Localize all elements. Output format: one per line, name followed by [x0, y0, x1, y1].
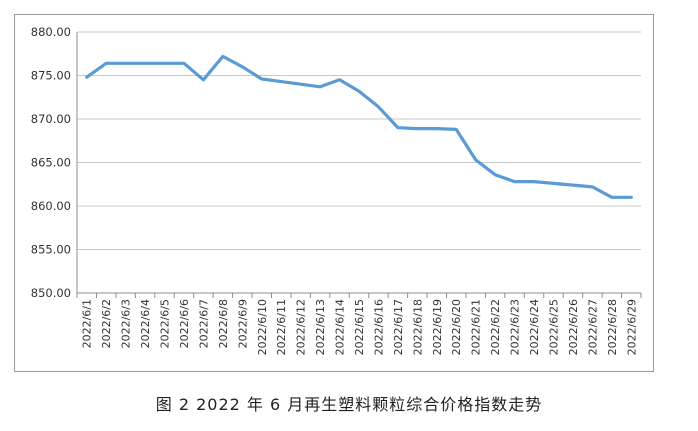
grid-layer [77, 31, 641, 294]
data-point [182, 62, 185, 65]
data-point [396, 126, 399, 129]
x-tick-label: 2022/6/13 [314, 299, 327, 355]
x-tick-label: 2022/6/5 [159, 299, 172, 348]
x-tick-label: 2022/6/28 [606, 299, 619, 355]
axis-layer [76, 32, 642, 298]
y-tick-labels: 850.00 855.00 860.00 865.00 870.00 875.00 880.… [31, 25, 71, 300]
data-point [202, 78, 205, 81]
data-point [435, 127, 438, 130]
x-tick-label: 2022/6/17 [392, 299, 405, 355]
series-layer [85, 54, 633, 199]
x-tick-label: 2022/6/16 [372, 299, 385, 355]
data-point [280, 80, 283, 83]
x-tick-label: 2022/6/8 [217, 299, 230, 348]
x-tick-label: 2022/6/10 [256, 299, 269, 355]
data-point [85, 76, 88, 79]
y-tick-label: 880.00 [31, 25, 71, 39]
x-tick-label: 2022/6/3 [120, 299, 133, 348]
x-tick-label: 2022/6/22 [489, 299, 502, 355]
data-point [260, 77, 263, 80]
x-tick-label: 2022/6/6 [178, 299, 191, 348]
x-tick-label: 2022/6/25 [547, 299, 560, 355]
x-tick-label: 2022/6/26 [567, 299, 580, 355]
data-point [144, 62, 147, 65]
figure-caption: 图 2 2022 年 6 月再生塑料颗粒综合价格指数走势 [155, 395, 543, 414]
x-tick-label: 2022/6/11 [275, 299, 288, 355]
x-tick-label: 2022/6/19 [431, 299, 444, 355]
data-point [533, 180, 536, 183]
x-tick-label: 2022/6/23 [509, 299, 522, 355]
x-tick-label: 2022/6/1 [81, 299, 94, 348]
data-point [552, 182, 555, 185]
data-point [163, 62, 166, 65]
data-point [513, 180, 516, 183]
data-point [494, 173, 497, 176]
data-point [319, 85, 322, 88]
data-point [221, 55, 224, 58]
x-tick-label: 2022/6/21 [470, 299, 483, 355]
chart-frame: 850.00 855.00 860.00 865.00 870.00 875.00 880.… [14, 14, 654, 372]
x-tick-label: 2022/6/29 [625, 299, 638, 355]
data-point [630, 196, 633, 199]
data-point [241, 65, 244, 68]
x-tick-label: 2022/6/9 [236, 299, 249, 348]
y-tick-label: 870.00 [31, 112, 71, 126]
data-point [591, 185, 594, 188]
x-tick-label: 2022/6/14 [334, 299, 347, 355]
x-tick-label: 2022/6/4 [139, 299, 152, 348]
x-tick-label: 2022/6/15 [353, 299, 366, 355]
data-point [416, 127, 419, 130]
x-tick-label: 2022/6/7 [197, 299, 210, 348]
x-tick-label: 2022/6/24 [528, 299, 541, 355]
x-tick-label: 2022/6/20 [450, 299, 463, 355]
y-tick-label: 875.00 [31, 69, 71, 83]
y-tick-label: 865.00 [31, 156, 71, 170]
y-tick-label: 860.00 [31, 199, 71, 213]
y-tick-label: 855.00 [31, 243, 71, 257]
data-point [358, 90, 361, 93]
data-point [105, 62, 108, 65]
data-point [338, 78, 341, 81]
series-line [85, 54, 633, 199]
data-point [299, 83, 302, 86]
y-tick-label: 850.00 [31, 286, 71, 300]
x-tick-label: 2022/6/12 [295, 299, 308, 355]
x-tick-label: 2022/6/18 [411, 299, 424, 355]
data-point [124, 62, 127, 65]
x-tick-label: 2022/6/27 [586, 299, 599, 355]
data-point [571, 184, 574, 187]
data-point [610, 196, 613, 199]
data-point [455, 128, 458, 131]
data-point [377, 105, 380, 108]
data-point [474, 158, 477, 161]
line-chart: 850.00 855.00 860.00 865.00 870.00 875.00 880.… [31, 25, 642, 355]
x-tick-label: 2022/6/2 [100, 299, 113, 348]
x-tick-labels: 2022/6/1 2022/6/2 2022/6/3 2022/6/4 2022/6/5… [81, 299, 639, 355]
